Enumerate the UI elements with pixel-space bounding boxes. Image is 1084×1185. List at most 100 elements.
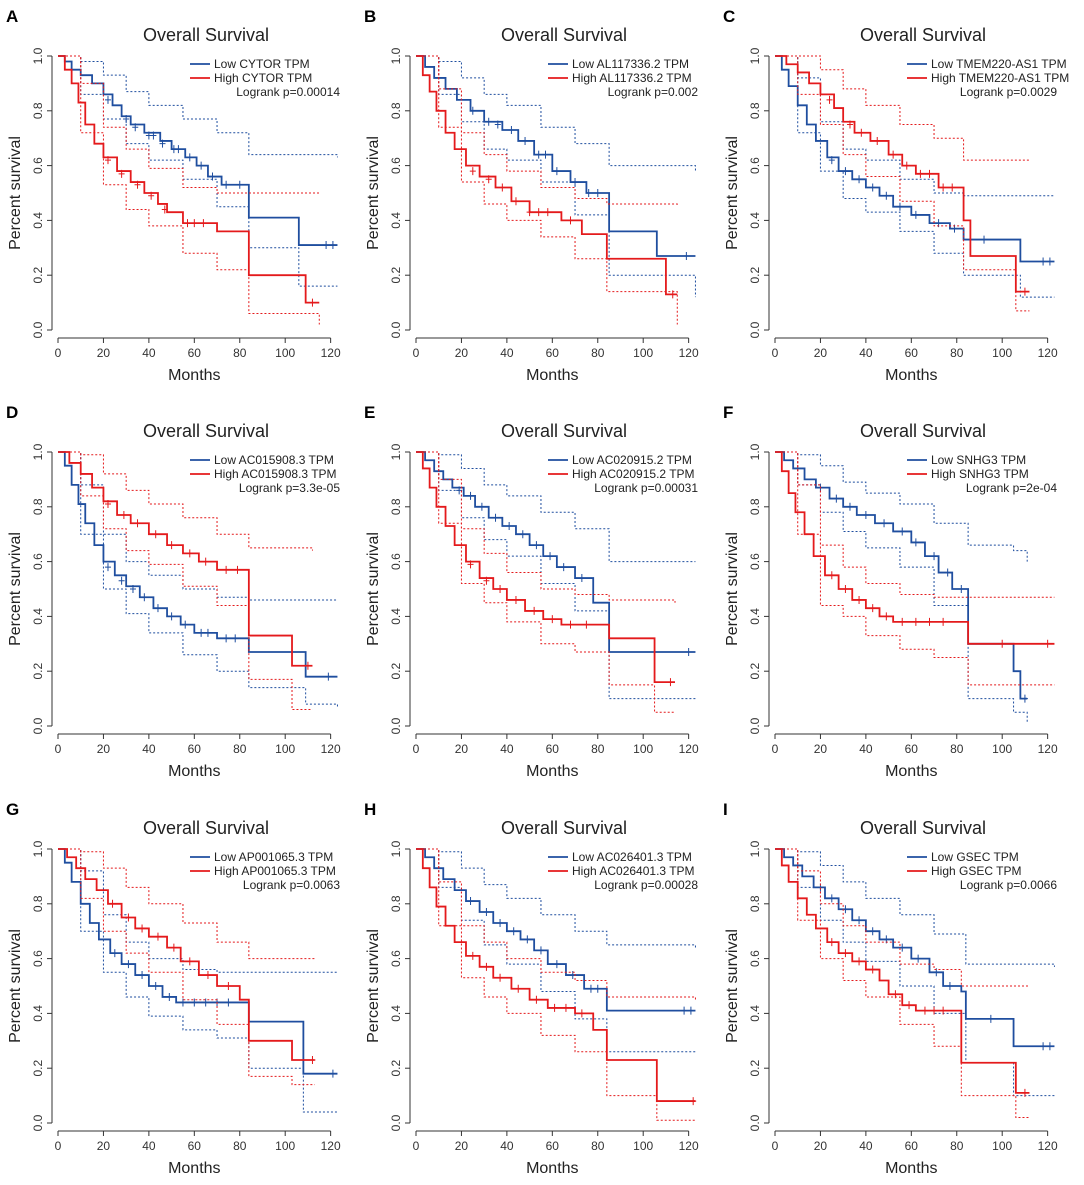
censor-mark: [522, 136, 529, 145]
censor-mark: [931, 552, 938, 561]
censor-mark: [515, 984, 522, 993]
censor-mark: [104, 156, 111, 165]
legend-label: Low AL117336.2 TPM: [572, 57, 689, 71]
censor-mark: [690, 1097, 697, 1106]
ci-upper-line: [58, 848, 315, 960]
ci-lower-line: [416, 451, 696, 700]
survival-curve-low: [58, 848, 338, 1075]
ci-upper-line: [775, 55, 1030, 161]
censor-mark: [120, 511, 127, 520]
chart-title: Overall Survival: [501, 25, 627, 45]
chart-title: Overall Survival: [501, 421, 627, 441]
ci-lower-line: [58, 55, 338, 287]
censor-mark: [492, 513, 499, 522]
censor-mark: [926, 617, 933, 626]
ci-upper-line: [416, 55, 696, 172]
censor-mark: [478, 502, 485, 511]
y-tick-label: 0.2: [389, 663, 403, 680]
censor-mark: [304, 661, 311, 670]
ci-upper-line: [416, 451, 676, 603]
censor-mark: [869, 183, 876, 192]
censor-mark: [186, 549, 193, 558]
x-axis-label: Months: [885, 763, 937, 780]
logrank-pvalue: Logrank p=0.002: [608, 85, 699, 99]
y-tick-label: 0.4: [748, 608, 762, 625]
censor-mark: [1046, 1042, 1053, 1051]
censor-mark: [154, 604, 161, 613]
y-axis-label: Percent survival: [365, 136, 382, 250]
x-tick-label: 60: [546, 1139, 560, 1153]
y-tick-label: 0.2: [31, 267, 45, 284]
ci-upper-line: [58, 55, 320, 194]
censor-mark: [687, 1006, 694, 1015]
censor-mark: [883, 612, 890, 621]
y-tick-label: 0.8: [389, 498, 403, 515]
y-tick-label: 0.8: [748, 498, 762, 515]
censor-mark: [179, 998, 186, 1007]
panel-letter: I: [723, 800, 728, 819]
y-tick-label: 0.4: [389, 1005, 403, 1022]
censor-mark: [148, 191, 155, 200]
x-tick-label: 60: [905, 1139, 919, 1153]
survival-curve-high: [775, 848, 1030, 1094]
x-axis-label: Months: [526, 367, 578, 384]
ci-lower-line: [416, 848, 696, 1121]
ci-lower-line: [416, 451, 676, 713]
censor-mark: [572, 178, 579, 187]
x-tick-label: 120: [1038, 742, 1058, 756]
legend-label: Low AC020915.2 TPM: [572, 453, 692, 467]
censor-mark: [912, 538, 919, 547]
x-tick-label: 20: [97, 346, 111, 360]
ci-lower-line: [416, 55, 678, 325]
censor-mark: [202, 557, 209, 566]
censor-mark: [506, 521, 513, 530]
y-tick-label: 0.2: [748, 663, 762, 680]
ci-upper-line: [775, 451, 1028, 562]
y-axis-label: Percent survival: [724, 929, 741, 1043]
y-tick-label: 0.0: [748, 321, 762, 338]
y-tick-label: 0.0: [389, 717, 403, 734]
legend-label: High TMEM220-AS1 TPM: [931, 71, 1069, 85]
censor-mark: [533, 541, 540, 550]
censor-mark: [104, 500, 111, 509]
y-tick-label: 0.4: [31, 1005, 45, 1022]
x-tick-label: 60: [188, 346, 202, 360]
censor-mark: [467, 560, 474, 569]
censor-mark: [152, 982, 159, 990]
y-tick-label: 0.4: [31, 212, 45, 229]
y-axis-label: Percent survival: [7, 136, 24, 250]
ci-lower-line: [58, 55, 320, 325]
x-tick-label: 20: [97, 1139, 111, 1153]
censor-mark: [585, 189, 592, 197]
km-plot: D Overall Survival 0 20 40 60 80 100 120 0.0 0.2 0.…: [6, 403, 341, 780]
x-tick-label: 80: [591, 1139, 605, 1153]
y-tick-label: 0.8: [31, 895, 45, 912]
y-tick-label: 0.6: [389, 950, 403, 967]
y-tick-label: 0.0: [748, 717, 762, 734]
censor-mark: [594, 189, 601, 197]
censor-mark: [567, 620, 574, 629]
panel-letter: E: [364, 403, 375, 422]
censor-mark: [903, 161, 910, 170]
km-plot: F Overall Survival 0 20 40 60 80 100 120 0.0 0.2 0.…: [723, 403, 1058, 780]
chart-title: Overall Survival: [860, 818, 986, 838]
censor-mark: [553, 167, 560, 176]
y-tick-label: 0.2: [389, 1060, 403, 1077]
censor-mark: [483, 576, 490, 585]
censor-mark: [497, 973, 504, 982]
censor-mark: [856, 916, 863, 925]
censor-mark: [104, 95, 111, 104]
x-tick-label: 120: [1038, 1139, 1058, 1153]
censor-mark: [1021, 694, 1028, 703]
censor-mark: [940, 1006, 947, 1015]
ci-lower-line: [58, 451, 313, 711]
x-tick-label: 20: [455, 1139, 469, 1153]
x-tick-label: 80: [233, 742, 247, 756]
censor-mark: [537, 946, 544, 955]
legend-label: Low AP001065.3 TPM: [214, 850, 333, 864]
censor-mark: [681, 1006, 688, 1015]
legend-label: High AL117336.2 TPM: [572, 71, 692, 85]
legend-box: [190, 849, 340, 889]
censor-mark: [1040, 1042, 1047, 1051]
